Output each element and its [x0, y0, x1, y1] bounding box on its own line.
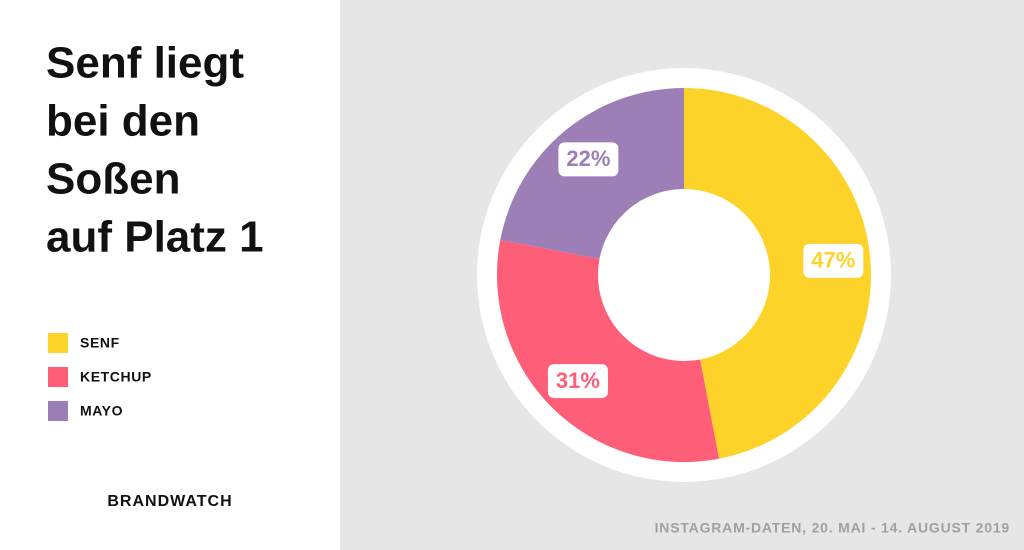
- legend-swatch: [48, 367, 68, 387]
- chart-title: auf Platz 1: [46, 213, 264, 262]
- source: INSTAGRAM-DATEN, 20. MAI - 14. AUGUST 20…: [655, 520, 1010, 536]
- brand: BRANDWATCH: [107, 493, 232, 510]
- donut-slice: [684, 87, 872, 459]
- value-label-box: [803, 243, 864, 278]
- left-panel: [0, 0, 340, 550]
- value-label-box: [547, 364, 608, 399]
- value-label: 31%: [556, 368, 600, 393]
- value-label: 22%: [566, 146, 610, 171]
- legend-label: SENF: [80, 335, 120, 351]
- value-label: 47%: [811, 248, 855, 273]
- legend-label: MAYO: [80, 403, 123, 419]
- legend-swatch: [48, 401, 68, 421]
- chart-title: bei den: [46, 97, 200, 146]
- legend-label: KETCHUP: [80, 369, 152, 385]
- donut-slice: [497, 239, 720, 462]
- chart-title: Soßen: [46, 155, 180, 204]
- value-label-box: [558, 142, 619, 177]
- chart-title: Senf liegt: [46, 39, 244, 88]
- legend-swatch: [48, 333, 68, 353]
